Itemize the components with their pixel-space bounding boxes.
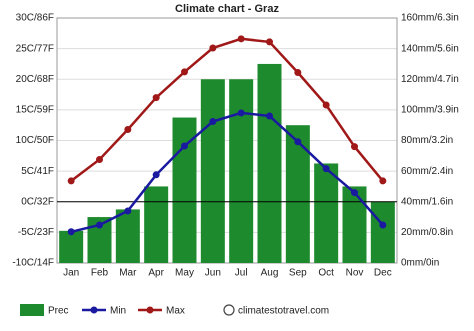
legend-label: Prec <box>48 306 69 317</box>
y-tick-label: -5C/23F <box>18 227 54 238</box>
y2-tick-label: 0mm/0in <box>401 258 439 269</box>
marker <box>96 155 103 163</box>
bar <box>59 230 84 263</box>
x-tick-label: Jan <box>63 268 79 279</box>
plot-frame <box>56 17 398 264</box>
marker <box>351 189 358 197</box>
marker <box>181 142 188 150</box>
legend-swatch <box>20 304 44 316</box>
marker <box>152 94 160 102</box>
y-tick-label: 25C/77F <box>16 43 54 54</box>
x-tick-label: Jul <box>235 268 248 279</box>
y-tick-label: 15C/59F <box>16 105 54 116</box>
legend-label: Min <box>110 306 126 317</box>
bar <box>314 163 339 263</box>
marker <box>266 38 273 46</box>
marker <box>294 138 302 146</box>
x-tick-label: Apr <box>148 268 164 279</box>
bar <box>370 201 395 263</box>
x-tick-label: Nov <box>346 268 364 279</box>
marker <box>67 228 75 236</box>
y-tick-label: 20C/68F <box>16 74 54 85</box>
x-tick-label: Sep <box>289 268 307 279</box>
marker <box>266 112 273 120</box>
y2-tick-label: 120mm/4.7in <box>401 74 459 85</box>
x-tick-label: Dec <box>374 268 392 279</box>
marker <box>379 177 387 185</box>
marker <box>124 207 132 215</box>
x-tick-label: Aug <box>261 268 279 279</box>
y-tick-label: 30C/86F <box>16 13 54 24</box>
x-tick-label: May <box>175 268 194 279</box>
legend-swatch <box>146 306 154 314</box>
legend-swatch <box>90 306 98 314</box>
x-tick-label: Jun <box>205 268 221 279</box>
legend-label: Max <box>166 306 185 317</box>
bar <box>144 186 169 263</box>
marker <box>67 177 75 185</box>
chart-title: Climate chart - Graz <box>175 3 279 15</box>
marker <box>124 125 132 133</box>
marker <box>322 101 330 109</box>
y2-tick-label: 140mm/5.6in <box>401 43 459 54</box>
marker <box>209 44 217 52</box>
bar <box>285 125 310 263</box>
marker <box>237 109 245 117</box>
marker <box>152 171 160 179</box>
line <box>70 111 384 234</box>
y2-tick-label: 100mm/3.9in <box>401 105 459 116</box>
y-tick-label: -10C/14F <box>12 258 54 269</box>
bar <box>172 117 197 263</box>
bar <box>115 209 140 263</box>
line <box>70 37 384 182</box>
bar <box>200 79 225 263</box>
marker <box>351 143 358 151</box>
marker <box>96 221 103 229</box>
marker <box>181 68 188 76</box>
y-tick-label: 0C/32F <box>21 196 54 207</box>
marker <box>322 165 330 173</box>
y-tick-label: 5C/41F <box>21 166 54 177</box>
y2-tick-label: 60mm/2.4in <box>401 166 453 177</box>
bar <box>229 79 254 263</box>
bar <box>257 63 282 263</box>
marker <box>294 69 302 77</box>
watermark-icon <box>223 304 235 316</box>
bar <box>342 186 367 263</box>
y-tick-label: 10C/50F <box>16 135 54 146</box>
y2-tick-label: 80mm/3.2in <box>401 135 453 146</box>
x-tick-label: Feb <box>91 268 109 279</box>
y2-tick-label: 40mm/1.6in <box>401 196 453 207</box>
x-tick-label: Mar <box>119 268 137 279</box>
marker <box>379 221 387 229</box>
watermark: climatestotravel.com <box>238 306 329 317</box>
y2-tick-label: 160mm/6.3in <box>401 13 459 24</box>
marker <box>237 35 245 43</box>
marker <box>209 118 217 126</box>
y2-tick-label: 20mm/0.8in <box>401 227 453 238</box>
x-tick-label: Oct <box>318 268 334 279</box>
